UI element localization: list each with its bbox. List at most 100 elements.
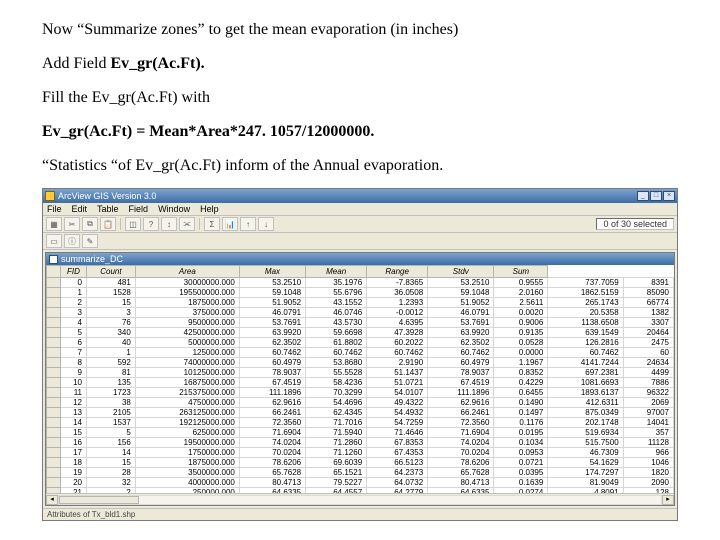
cell[interactable]: 519.6934 bbox=[548, 428, 623, 438]
cell[interactable]: 215375000.000 bbox=[135, 388, 239, 398]
cell[interactable]: 1875000.000 bbox=[135, 458, 239, 468]
cell[interactable]: 40 bbox=[87, 338, 136, 348]
row-selector[interactable] bbox=[47, 358, 61, 368]
cell[interactable]: 7886 bbox=[623, 378, 673, 388]
tool-select-icon[interactable]: ◫ bbox=[125, 217, 141, 231]
cell[interactable]: 4750000.000 bbox=[135, 398, 239, 408]
cell[interactable]: 2.5611 bbox=[494, 298, 548, 308]
cell[interactable]: 24634 bbox=[623, 358, 673, 368]
cell[interactable]: 62.4345 bbox=[306, 408, 367, 418]
tool-save-icon[interactable]: ▦ bbox=[46, 217, 62, 231]
table-row[interactable]: 4769500000.00053.769143.57304.639553.769… bbox=[47, 318, 674, 328]
cell[interactable]: 19500000.000 bbox=[135, 438, 239, 448]
cell[interactable]: 0.0528 bbox=[494, 338, 548, 348]
cell[interactable]: 64.6335 bbox=[428, 488, 494, 494]
cell[interactable]: 59.6698 bbox=[306, 328, 367, 338]
cell[interactable]: 53.7691 bbox=[428, 318, 494, 328]
cell[interactable]: 5 bbox=[87, 428, 136, 438]
cell[interactable]: 412.6311 bbox=[548, 398, 623, 408]
cell[interactable]: 4000000.000 bbox=[135, 478, 239, 488]
row-selector[interactable] bbox=[47, 398, 61, 408]
cell[interactable]: 515.7500 bbox=[548, 438, 623, 448]
tool-copy-icon[interactable]: ⧉ bbox=[82, 217, 98, 231]
cell[interactable]: 1046 bbox=[623, 458, 673, 468]
cell-fid[interactable]: 2 bbox=[61, 298, 87, 308]
cell[interactable]: 72.3560 bbox=[428, 418, 494, 428]
cell[interactable]: 0.9135 bbox=[494, 328, 548, 338]
cell[interactable]: 174.7297 bbox=[548, 468, 623, 478]
table-row[interactable]: 71125000.00060.746260.746260.746260.7462… bbox=[47, 348, 674, 358]
cell[interactable]: 1081.6693 bbox=[548, 378, 623, 388]
cell[interactable]: 58.4236 bbox=[306, 378, 367, 388]
cell[interactable]: 4.8091 bbox=[548, 488, 623, 494]
menu-help[interactable]: Help bbox=[200, 204, 219, 214]
cell[interactable]: 60 bbox=[623, 348, 673, 358]
row-selector[interactable] bbox=[47, 328, 61, 338]
cell[interactable]: 53.8680 bbox=[306, 358, 367, 368]
cell[interactable]: 71.7016 bbox=[306, 418, 367, 428]
cell[interactable]: 38 bbox=[87, 398, 136, 408]
cell[interactable]: 53.7691 bbox=[239, 318, 305, 328]
cell[interactable]: 1528 bbox=[87, 288, 136, 298]
cell[interactable]: 81 bbox=[87, 368, 136, 378]
cell[interactable]: 66.2461 bbox=[428, 408, 494, 418]
cell[interactable]: 202.1748 bbox=[548, 418, 623, 428]
cell[interactable]: 60.7462 bbox=[548, 348, 623, 358]
cell[interactable]: 111.1896 bbox=[239, 388, 305, 398]
cell[interactable]: 71.4646 bbox=[367, 428, 428, 438]
cell[interactable]: 43.5730 bbox=[306, 318, 367, 328]
row-selector[interactable] bbox=[47, 448, 61, 458]
cell[interactable]: 78.9037 bbox=[239, 368, 305, 378]
table-row[interactable]: 20324000000.00080.471379.522764.073280.4… bbox=[47, 478, 674, 488]
cell[interactable]: 74.0204 bbox=[239, 438, 305, 448]
cell[interactable]: 67.4519 bbox=[428, 378, 494, 388]
cell[interactable]: 66774 bbox=[623, 298, 673, 308]
table-row[interactable]: 19283500000.00065.762865.152164.237365.7… bbox=[47, 468, 674, 478]
row-selector[interactable] bbox=[47, 388, 61, 398]
cell[interactable]: 1820 bbox=[623, 468, 673, 478]
cell-fid[interactable]: 19 bbox=[61, 468, 87, 478]
row-selector[interactable] bbox=[47, 318, 61, 328]
cell[interactable]: 69.6039 bbox=[306, 458, 367, 468]
cell[interactable]: 20.5358 bbox=[548, 308, 623, 318]
cell[interactable]: 125000.000 bbox=[135, 348, 239, 358]
cell[interactable]: 0.6455 bbox=[494, 388, 548, 398]
cell[interactable]: 97007 bbox=[623, 408, 673, 418]
row-selector[interactable] bbox=[47, 428, 61, 438]
tool-calc-icon[interactable]: 📊 bbox=[222, 217, 238, 231]
cell[interactable]: 0.9555 bbox=[494, 278, 548, 288]
table-row[interactable]: 18151875000.00078.620669.603966.512378.6… bbox=[47, 458, 674, 468]
cell[interactable]: 2105 bbox=[87, 408, 136, 418]
table-row[interactable]: 212250000.00064.633564.455764.277964.633… bbox=[47, 488, 674, 494]
cell[interactable]: 64.2373 bbox=[367, 468, 428, 478]
cell[interactable]: 74.0204 bbox=[428, 438, 494, 448]
cell[interactable]: 966 bbox=[623, 448, 673, 458]
table-row[interactable]: 048130000000.00053.251035.1976-7.836553.… bbox=[47, 278, 674, 288]
cell[interactable]: 1537 bbox=[87, 418, 136, 428]
cell[interactable]: 30000000.000 bbox=[135, 278, 239, 288]
cell[interactable]: 62.3502 bbox=[239, 338, 305, 348]
menu-table[interactable]: Table bbox=[97, 204, 119, 214]
scroll-right-button[interactable]: ▸ bbox=[662, 495, 674, 505]
cell[interactable]: 71.2860 bbox=[306, 438, 367, 448]
table-row[interactable]: 17141750000.00070.020471.126067.435370.0… bbox=[47, 448, 674, 458]
column-header-mean[interactable]: Mean bbox=[306, 266, 367, 278]
cell[interactable]: 2475 bbox=[623, 338, 673, 348]
cell-fid[interactable]: 6 bbox=[61, 338, 87, 348]
cell[interactable]: 55.5528 bbox=[306, 368, 367, 378]
cell[interactable]: 78.6206 bbox=[239, 458, 305, 468]
scroll-thumb[interactable] bbox=[59, 496, 139, 504]
cell[interactable]: 737.7059 bbox=[548, 278, 623, 288]
row-selector[interactable] bbox=[47, 338, 61, 348]
rowselector-header[interactable] bbox=[47, 266, 61, 278]
scroll-track[interactable] bbox=[58, 495, 662, 505]
cell[interactable]: 72.3560 bbox=[239, 418, 305, 428]
cell[interactable]: 32 bbox=[87, 478, 136, 488]
cell[interactable]: 60.7462 bbox=[428, 348, 494, 358]
cell-fid[interactable]: 7 bbox=[61, 348, 87, 358]
cell[interactable]: 1862.5159 bbox=[548, 288, 623, 298]
menu-field[interactable]: Field bbox=[129, 204, 149, 214]
cell[interactable]: 54.1629 bbox=[548, 458, 623, 468]
cell[interactable]: 0.8352 bbox=[494, 368, 548, 378]
cell[interactable]: 62.3502 bbox=[428, 338, 494, 348]
